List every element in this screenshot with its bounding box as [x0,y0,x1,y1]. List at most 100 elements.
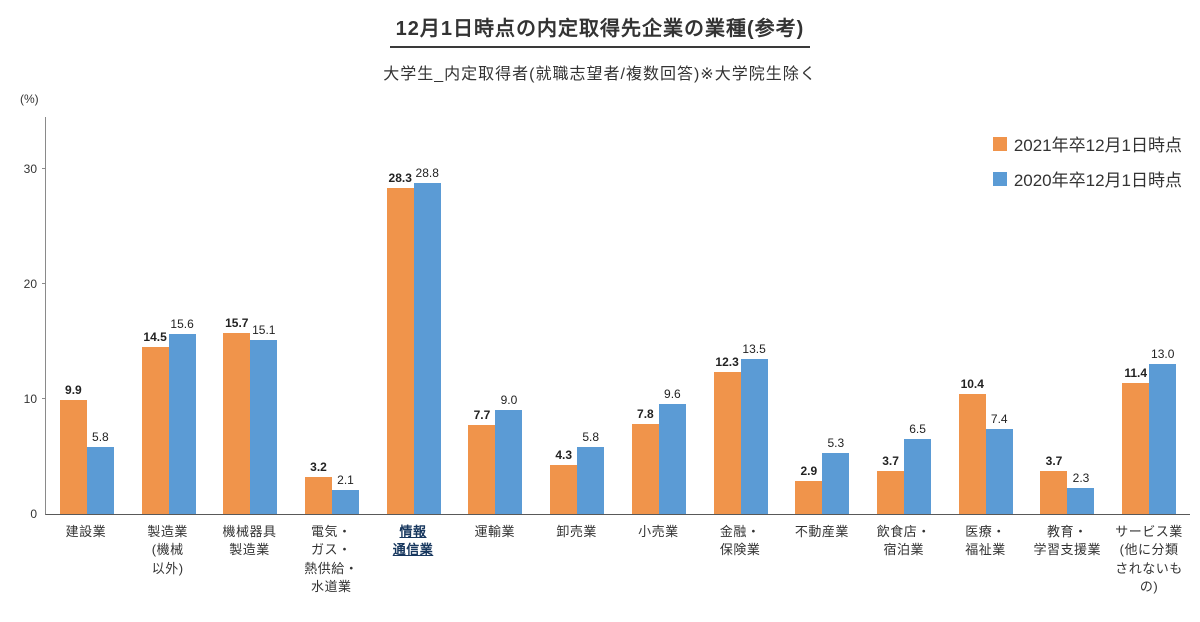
value-label-2021: 7.7 [473,408,491,422]
category-label: 電気・ ガス・ 熱供給・ 水道業 [304,524,359,595]
bar-2021 [713,372,741,514]
value-label-2021: 3.2 [310,460,327,474]
bar-column: 7.8 [631,117,659,514]
bar-column: 2.1 [332,117,360,514]
value-label-2020: 9.6 [664,387,681,401]
chart-legend: 2021年卒12月1日時点 2020年卒12月1日時点 [992,131,1182,191]
bar-group: 10.4 7.4 [945,117,1027,514]
value-label-2020: 15.6 [170,317,194,331]
bar-2020 [822,453,850,514]
bar-2020 [1067,488,1095,514]
bar-column: 15.7 [223,117,251,514]
bar-group: 4.3 5.8 [536,117,618,514]
bar-2021 [550,465,578,514]
bar-group: 2.9 5.3 [781,117,863,514]
bar-group: 14.5 15.6 [128,117,210,514]
y-tick-mark [42,167,46,169]
category-label: 製造業 (機械 以外) [147,524,188,576]
bar-column: 6.5 [904,117,932,514]
bar-2020 [413,183,441,514]
legend-item-2020: 2020年卒12月1日時点 [992,166,1182,191]
bar-column: 7.7 [468,117,496,514]
category-label: サービス業 (他に分類 されないも の) [1115,524,1183,595]
value-label-2020: 2.1 [337,473,354,487]
bar-column: 2.3 [1067,117,1095,514]
bar-group: 3.7 2.3 [1027,117,1109,514]
bar-2021 [877,471,905,514]
bar-column: 12.3 [713,117,741,514]
bar-column: 5.3 [822,117,850,514]
bar-column: 9.6 [658,117,686,514]
bar-column: 10.4 [958,117,986,514]
y-tick-label: 0 [30,507,37,521]
x-axis-labels: 建設業 製造業 (機械 以外) 機械器具 製造業 電気・ ガス・ 熱供給・ 水道業 情報 通信業 運輸業… [45,516,1190,597]
legend-item-2021: 2021年卒12月1日時点 [992,131,1182,156]
bar-2020 [658,404,686,514]
bar-2021 [468,425,496,514]
plot-area: 9.9 5.8 14.5 15.6 15.7 15.1 3.2 2.1 28.3 28.8 7.7 9… [24,117,1190,521]
category-label: 医療・ 福祉業 [965,524,1006,558]
bar-column: 5.8 [577,117,605,514]
bar-group: 11.4 13.0 [1108,117,1190,514]
bar-column: 4.3 [550,117,578,514]
category-label: 運輸業 [474,524,516,539]
bar-group: 15.7 15.1 [209,117,291,514]
y-tick-label: 10 [23,391,37,406]
bar-2021 [59,400,87,514]
value-label-2021: 12.3 [715,355,739,369]
bar-column: 28.8 [413,117,441,514]
bar-2020 [577,447,605,514]
bar-2020 [495,410,523,514]
value-label-2020: 5.3 [827,436,845,450]
category-label: 小売業 [638,524,679,539]
bar-2021 [305,477,333,514]
y-tick-mark [42,397,46,399]
y-tick-label: 30 [23,161,37,176]
bar-groups: 9.9 5.8 14.5 15.6 15.7 15.1 3.2 2.1 28.3 28.8 7.7 9… [46,117,1190,514]
bar-column: 5.8 [86,117,114,514]
bar-column: 13.5 [740,117,768,514]
bar-column: 11.4 [1122,117,1150,514]
bar-2020 [904,439,932,514]
chart-subtitle: 大学生_内定取得者(就職志望者/複数回答)※大学院生除く [383,66,817,83]
bar-group: 28.3 28.8 [373,117,455,514]
legend-label-2020: 2020年卒12月1日時点 [1013,171,1182,190]
title-wrap: 12月1日時点の内定取得先企業の業種(参考) [0,0,1200,48]
bar-column: 3.2 [305,117,333,514]
value-label-2021: 3.7 [882,454,899,468]
bar-group: 7.7 9.0 [455,117,537,514]
value-label-2021: 2.9 [800,464,818,478]
bar-2021 [795,481,823,514]
bar-column: 15.6 [168,117,196,514]
bar-column: 3.7 [1040,117,1068,514]
bar-2021 [958,394,986,514]
category-label: 教育・ 学習支援業 [1033,524,1102,558]
category-label: 機械器具 製造業 [222,524,277,558]
value-label-2020: 15.1 [252,323,276,337]
value-label-2020: 7.4 [990,412,1008,426]
bar-2020 [168,334,196,514]
bar-2021 [631,424,659,514]
chart-title: 12月1日時点の内定取得先企業の業種(参考) [389,12,811,48]
value-label-2021: 28.3 [388,171,412,185]
category-label: 建設業 [65,524,107,539]
value-label-2020: 9.0 [500,393,518,407]
legend-swatch-2021 [992,136,1007,151]
bar-2020 [1149,364,1177,514]
value-label-2021: 14.5 [143,330,167,344]
value-label-2020: 5.8 [582,430,600,444]
value-label-2020: 28.8 [415,166,439,180]
category-label: 不動産業 [794,524,849,539]
legend-swatch-2020 [992,171,1007,186]
bar-2020 [985,429,1013,514]
bar-2020 [332,490,360,514]
bar-column: 14.5 [141,117,169,514]
value-label-2021: 3.7 [1045,454,1063,468]
value-label-2021: 15.7 [225,316,249,330]
value-label-2020: 5.8 [92,430,109,444]
bar-2021 [386,188,414,514]
bar-column: 13.0 [1149,117,1177,514]
value-label-2020: 13.0 [1151,347,1175,361]
bar-group: 3.7 6.5 [863,117,945,514]
value-label-2021: 7.8 [637,407,654,421]
